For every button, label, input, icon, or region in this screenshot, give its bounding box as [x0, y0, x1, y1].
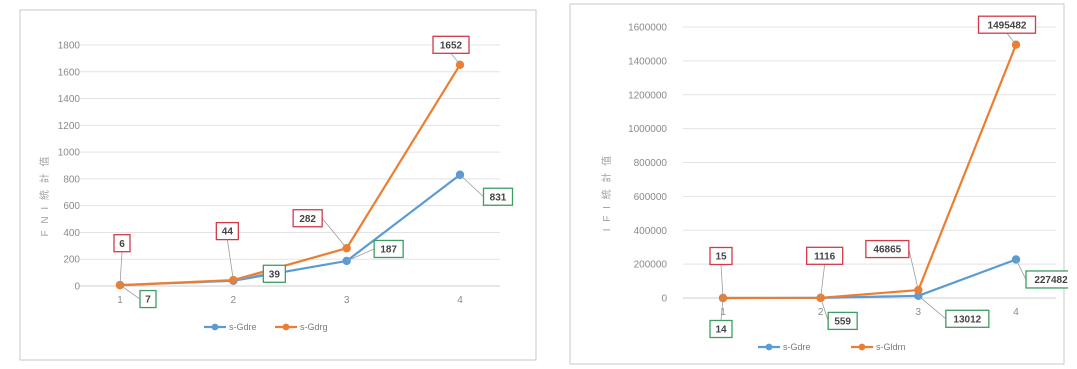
data-point [1011, 255, 1021, 264]
x-tick-label: 3 [916, 307, 922, 318]
legend-label: s-Gdre [229, 322, 257, 332]
y-tick-label: 1000 [58, 148, 81, 159]
data-label-box [827, 311, 858, 331]
data-label-box [432, 35, 470, 54]
data-label: 46865 [873, 245, 901, 256]
x-tick-label: 1 [117, 295, 123, 306]
data-label: 831 [490, 192, 507, 203]
data-label-box [215, 221, 239, 241]
legend-label: s-Gdre [783, 342, 811, 352]
y-tick-label: 1800 [58, 41, 81, 52]
y-axis-label: I F I 統 計 值 [600, 154, 613, 232]
data-point [342, 256, 351, 266]
label-leader-line [918, 295, 947, 320]
label-leader-line [226, 239, 234, 281]
x-tick-label: 4 [1013, 307, 1019, 318]
data-label: 44 [222, 227, 234, 238]
y-tick-label: 0 [74, 282, 80, 293]
data-label-box [865, 239, 910, 259]
legend-marker [211, 323, 219, 331]
y-tick-label: 1000000 [628, 124, 667, 135]
y-tick-label: 800 [63, 174, 80, 185]
data-label-box [709, 319, 733, 339]
label-leader-line [720, 264, 724, 299]
y-tick-label: 400 [63, 228, 80, 239]
left-chart-panel: 0 200 400 600 800 1000 1200 1400 1600 1800 F N I 統… [18, 0, 538, 369]
y-tick-label: 1200 [58, 121, 81, 132]
label-leader-line [119, 251, 123, 286]
y-tick-label: 400000 [634, 226, 668, 237]
data-label-box [945, 309, 990, 328]
data-label: 7 [145, 295, 151, 306]
data-label-box [709, 246, 733, 266]
label-leader-line [321, 217, 347, 249]
data-label: 1495482 [988, 20, 1027, 31]
y-tick-label: 1600 [58, 67, 81, 78]
right-line-chart: 0 200000 400000 600000 800000 1000000 1200000 1… [569, 3, 1068, 365]
data-label: 14 [715, 325, 727, 336]
x-tick-label: 2 [231, 295, 237, 306]
data-label: 13012 [953, 314, 981, 325]
legend-label: s-Gldrn [876, 342, 906, 352]
y-tick-label: 1400 [58, 94, 81, 105]
y-tick-label: 200 [63, 255, 80, 266]
data-label: 282 [299, 214, 316, 225]
y-tick-label: 0 [661, 294, 667, 305]
series-line [119, 64, 461, 287]
legend-label: s-Gdrg [300, 322, 328, 332]
y-tick-label: 200000 [634, 260, 668, 271]
legend-marker [858, 343, 866, 351]
y-tick-label: 800000 [634, 158, 668, 169]
data-label: 1652 [440, 40, 463, 51]
chart-frame [569, 3, 1065, 365]
data-label-box [977, 15, 1037, 34]
data-label: 1116 [814, 251, 836, 262]
y-tick-label: 1200000 [628, 90, 667, 101]
label-leader-line [820, 264, 826, 298]
data-label: 15 [715, 252, 727, 263]
series-line [722, 44, 1018, 300]
x-tick-label: 1 [720, 307, 726, 318]
data-label: 187 [380, 245, 397, 256]
x-tick-label: 2 [818, 307, 824, 318]
y-tick-label: 600000 [634, 192, 668, 203]
label-leader-line [1015, 259, 1027, 280]
legend-marker [765, 343, 773, 351]
data-label-box [139, 289, 157, 309]
label-leader-line [459, 174, 484, 198]
data-label-box [1025, 270, 1068, 289]
legend-marker [282, 323, 290, 331]
label-leader-line [346, 248, 375, 262]
data-label: 227482 [1034, 275, 1068, 286]
label-leader-line [720, 297, 724, 321]
data-label: 559 [834, 317, 851, 328]
x-tick-label: 3 [344, 295, 350, 306]
data-label-box [482, 187, 514, 206]
y-axis-label: F N I 統 計 值 [38, 155, 51, 237]
y-tick-label: 1400000 [628, 56, 667, 67]
y-tick-label: 1600000 [628, 23, 667, 34]
label-leader-line [1006, 32, 1017, 45]
label-leader-line [908, 248, 919, 291]
data-label-box [292, 209, 323, 228]
label-leader-line [820, 297, 829, 322]
label-leader-line [450, 53, 461, 66]
label-leader-line [233, 273, 264, 282]
left-line-chart: 0 200 400 600 800 1000 1200 1400 1600 1800 F N I 統… [19, 9, 537, 361]
data-label-box [806, 246, 844, 265]
data-label-box [373, 239, 404, 259]
data-label: 6 [119, 239, 125, 250]
x-tick-label: 4 [457, 295, 463, 306]
y-tick-label: 600 [63, 201, 80, 212]
data-label: 39 [269, 269, 281, 280]
data-label-box [262, 264, 286, 283]
chart-frame [19, 9, 537, 361]
right-chart-panel: 0 200000 400000 600000 800000 1000000 1200000 1… [568, 0, 1068, 369]
label-leader-line [119, 284, 141, 300]
data-label-box [113, 234, 131, 253]
